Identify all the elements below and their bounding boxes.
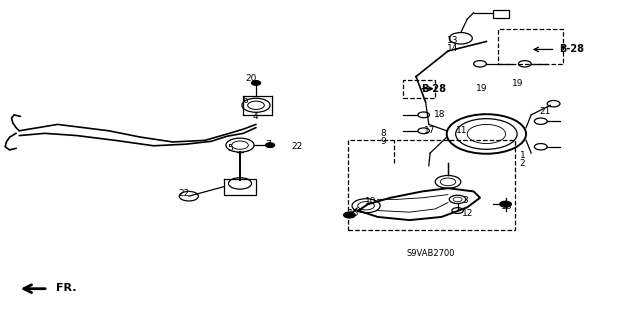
Text: 20: 20: [245, 74, 257, 83]
Text: 12: 12: [462, 209, 474, 218]
Text: 7: 7: [266, 140, 271, 149]
Bar: [403, 80, 435, 98]
Text: 22: 22: [178, 189, 189, 198]
Text: 3: 3: [462, 196, 468, 205]
Text: 11: 11: [456, 126, 467, 135]
Text: 16: 16: [500, 202, 512, 211]
Text: 9: 9: [380, 137, 386, 146]
Text: 5: 5: [227, 144, 233, 153]
Text: 21: 21: [539, 107, 550, 115]
Text: 18: 18: [434, 110, 445, 119]
Text: 10: 10: [365, 197, 376, 206]
Text: 14: 14: [447, 44, 458, 53]
Text: 13: 13: [447, 36, 458, 45]
Text: 15: 15: [348, 209, 359, 218]
Bar: [493, 10, 509, 18]
Bar: [348, 140, 515, 230]
Circle shape: [344, 212, 355, 218]
Circle shape: [252, 81, 260, 85]
Text: 1: 1: [520, 151, 525, 160]
Text: FR.: FR.: [56, 283, 77, 293]
Text: S9VAB2700: S9VAB2700: [406, 249, 455, 258]
Text: 17: 17: [424, 126, 436, 135]
Text: B-28: B-28: [421, 84, 446, 94]
Bar: [498, 29, 563, 64]
Text: 2: 2: [520, 159, 525, 168]
Text: 6: 6: [242, 96, 248, 105]
Text: B-28: B-28: [559, 44, 584, 54]
Text: 4: 4: [253, 112, 259, 121]
Text: 19: 19: [512, 79, 524, 88]
Text: 8: 8: [380, 129, 386, 138]
Circle shape: [266, 143, 275, 147]
Text: 22: 22: [291, 142, 303, 151]
Circle shape: [500, 201, 511, 207]
Text: 19: 19: [476, 84, 487, 93]
